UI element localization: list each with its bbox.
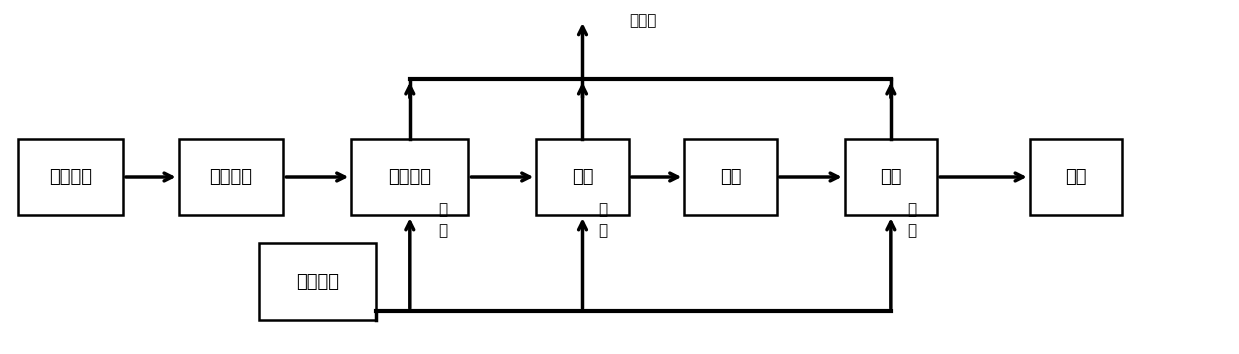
Text: 刨花准备: 刨花准备 xyxy=(209,168,253,186)
Bar xyxy=(259,243,375,320)
Text: 刨花干燥: 刨花干燥 xyxy=(388,168,431,186)
Text: 原料准备: 原料准备 xyxy=(50,168,92,186)
Text: 蒸
汽: 蒸 汽 xyxy=(907,202,916,239)
Bar xyxy=(1030,139,1123,215)
Bar xyxy=(19,139,123,215)
Bar xyxy=(536,139,628,215)
Bar xyxy=(845,139,937,215)
Text: 施胶: 施胶 xyxy=(571,168,593,186)
Bar xyxy=(351,139,468,215)
Text: 蒸
汽: 蒸 汽 xyxy=(439,202,447,239)
Text: 冷却: 冷却 xyxy=(1066,168,1087,186)
Text: 蒸汽锅炉: 蒸汽锅炉 xyxy=(296,273,338,291)
Text: 冷凝水: 冷凝水 xyxy=(629,13,657,28)
Bar xyxy=(684,139,777,215)
Text: 铺装: 铺装 xyxy=(720,168,741,186)
Text: 热压: 热压 xyxy=(880,168,902,186)
Text: 蒸
汽: 蒸 汽 xyxy=(598,202,607,239)
Bar xyxy=(178,139,284,215)
